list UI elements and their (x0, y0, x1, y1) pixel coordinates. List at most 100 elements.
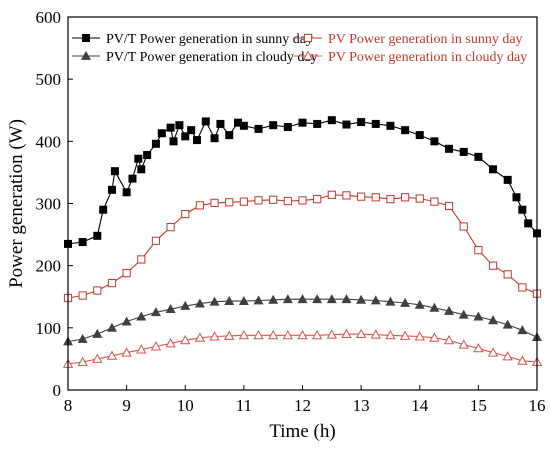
data-point (92, 353, 103, 363)
data-point (370, 295, 381, 305)
data-point (180, 300, 191, 310)
data-point (169, 137, 178, 146)
series-line (67, 194, 538, 299)
x-tick-label: 10 (177, 396, 194, 415)
legend-marker (81, 50, 91, 60)
series-pv-cloudy (62, 328, 543, 368)
data-point (77, 333, 88, 343)
y-tick-label: 300 (36, 195, 62, 214)
data-point (224, 330, 235, 340)
data-point (502, 351, 513, 361)
data-point (238, 329, 250, 340)
data-point (357, 192, 366, 201)
data-point (209, 296, 220, 306)
data-point (386, 121, 395, 130)
x-tick-label: 9 (122, 396, 131, 415)
data-point (488, 315, 499, 325)
data-point (518, 283, 527, 292)
data-point (474, 246, 483, 255)
data-point (503, 270, 512, 279)
y-tick-label: 0 (53, 381, 62, 400)
data-point (209, 331, 220, 341)
data-point (106, 350, 118, 360)
data-point (326, 294, 337, 304)
y-axis-title: Power generation (W) (6, 119, 27, 288)
data-point (326, 329, 337, 339)
x-tick-label: 14 (411, 396, 429, 415)
data-point (297, 329, 308, 340)
data-point (458, 339, 469, 349)
data-point (357, 118, 366, 127)
data-point (107, 185, 116, 194)
legend-marker (302, 50, 314, 60)
data-point (150, 307, 161, 317)
data-point (401, 126, 410, 135)
plot-series-layer (62, 116, 543, 368)
data-point (268, 294, 279, 304)
x-tick-label: 11 (236, 396, 252, 415)
y-tick-label: 600 (36, 8, 62, 27)
data-point (415, 194, 424, 203)
data-point (239, 121, 248, 130)
series-pvt-cloudy (63, 294, 542, 346)
data-point (355, 328, 367, 339)
data-point (473, 311, 484, 321)
data-point (136, 311, 147, 321)
x-tick-label: 15 (470, 396, 487, 415)
data-point (224, 295, 235, 305)
data-point (106, 322, 117, 332)
data-point (488, 261, 498, 270)
data-point (400, 297, 411, 307)
data-point (175, 121, 184, 130)
data-point (269, 195, 278, 204)
data-point (415, 131, 424, 140)
legend-item-pv-cloudy: PV Power generation in cloudy day (294, 50, 527, 65)
legend-marker (303, 33, 313, 43)
data-point (254, 124, 263, 133)
axes-layer: 8 9 10 11 12 13 14 15 16 0 100 200 300 400 500 600 (36, 8, 546, 415)
data-point (93, 231, 102, 240)
data-point (253, 295, 264, 305)
data-point (239, 197, 248, 206)
data-point (489, 165, 498, 174)
data-point (122, 188, 131, 197)
legend-label: PV/T Power generation in sunny day (106, 32, 313, 47)
legend-item-pvt-cloudy: PV/T Power generation in cloudy day (72, 50, 318, 65)
data-point (181, 209, 190, 219)
data-point (502, 319, 513, 329)
data-point (371, 193, 380, 202)
legend-label: PV/T Power generation in cloudy day (106, 50, 318, 65)
data-point (180, 334, 191, 345)
y-tick-label: 400 (36, 132, 62, 151)
data-point (399, 330, 411, 340)
data-point (444, 201, 454, 211)
data-point (283, 123, 292, 132)
data-point (385, 329, 396, 340)
legend-label: PV Power generation in sunny day (328, 32, 523, 47)
data-point (225, 198, 234, 207)
data-point (92, 328, 103, 338)
data-point (430, 137, 439, 146)
data-point (201, 117, 210, 126)
data-point (459, 222, 468, 231)
data-point (341, 328, 352, 339)
data-point (110, 167, 119, 176)
data-point (210, 134, 219, 143)
series-pv-sunny (63, 190, 542, 303)
data-point (121, 347, 132, 357)
data-point (128, 174, 137, 183)
data-point (151, 236, 161, 245)
legend-item-pv-sunny: PV Power generation in sunny day (294, 32, 523, 47)
data-point (386, 195, 395, 204)
data-point (143, 151, 152, 160)
data-point (77, 356, 88, 366)
data-point (512, 193, 521, 202)
data-point (151, 139, 160, 148)
data-point (518, 205, 527, 214)
data-point (78, 238, 87, 247)
data-point (165, 338, 176, 348)
data-point (444, 305, 455, 315)
data-point (474, 152, 483, 161)
legend-label: PV Power generation in cloudy day (328, 50, 527, 65)
